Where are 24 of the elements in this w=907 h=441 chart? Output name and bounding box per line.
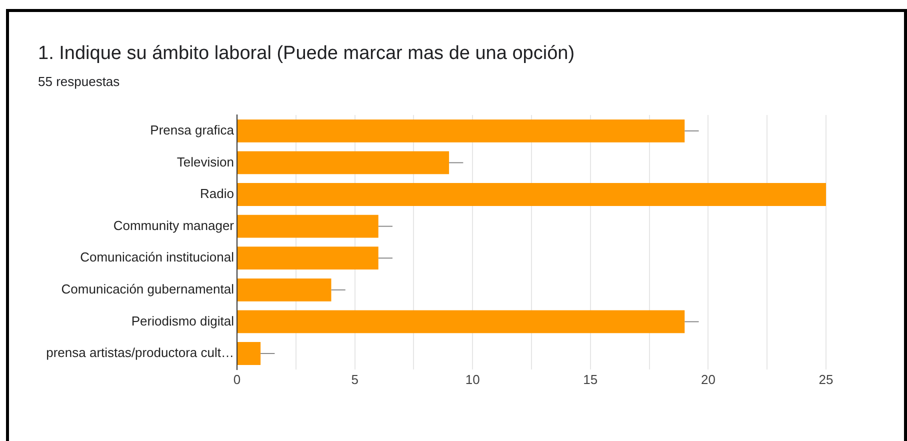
x-tick-label: 25: [818, 372, 834, 387]
bar: [238, 278, 332, 302]
bar: [238, 214, 378, 238]
x-tick-label: 5: [351, 372, 358, 387]
y-tick-label: Periodismo digital: [131, 313, 234, 328]
y-tick-label: Community manager: [113, 218, 235, 233]
y-tick-label: Prensa grafica: [150, 122, 235, 138]
y-tick-label: prensa artistas/productora cult…: [46, 345, 234, 360]
y-tick-label: Comunicación institucional: [80, 250, 234, 265]
bar: [238, 183, 826, 206]
text: 55 respuestas: [38, 74, 120, 89]
x-tick-label: 15: [583, 372, 598, 387]
chart-title: 1. Indique su ámbito laboral (Puede marcar mas de una opción): [38, 43, 575, 65]
bar: [238, 151, 450, 174]
x-tick-label: 0: [233, 372, 241, 387]
bar: [238, 246, 378, 270]
bar: [238, 119, 685, 142]
y-tick-label: Television: [176, 154, 234, 170]
x-tick-label: 10: [465, 372, 480, 387]
bar: [238, 310, 685, 334]
bar: [238, 342, 261, 365]
x-tick-label: 20: [700, 372, 716, 387]
y-tick-label: Comunicación gubernamental: [61, 281, 234, 296]
y-tick-label: Radio: [200, 186, 234, 202]
